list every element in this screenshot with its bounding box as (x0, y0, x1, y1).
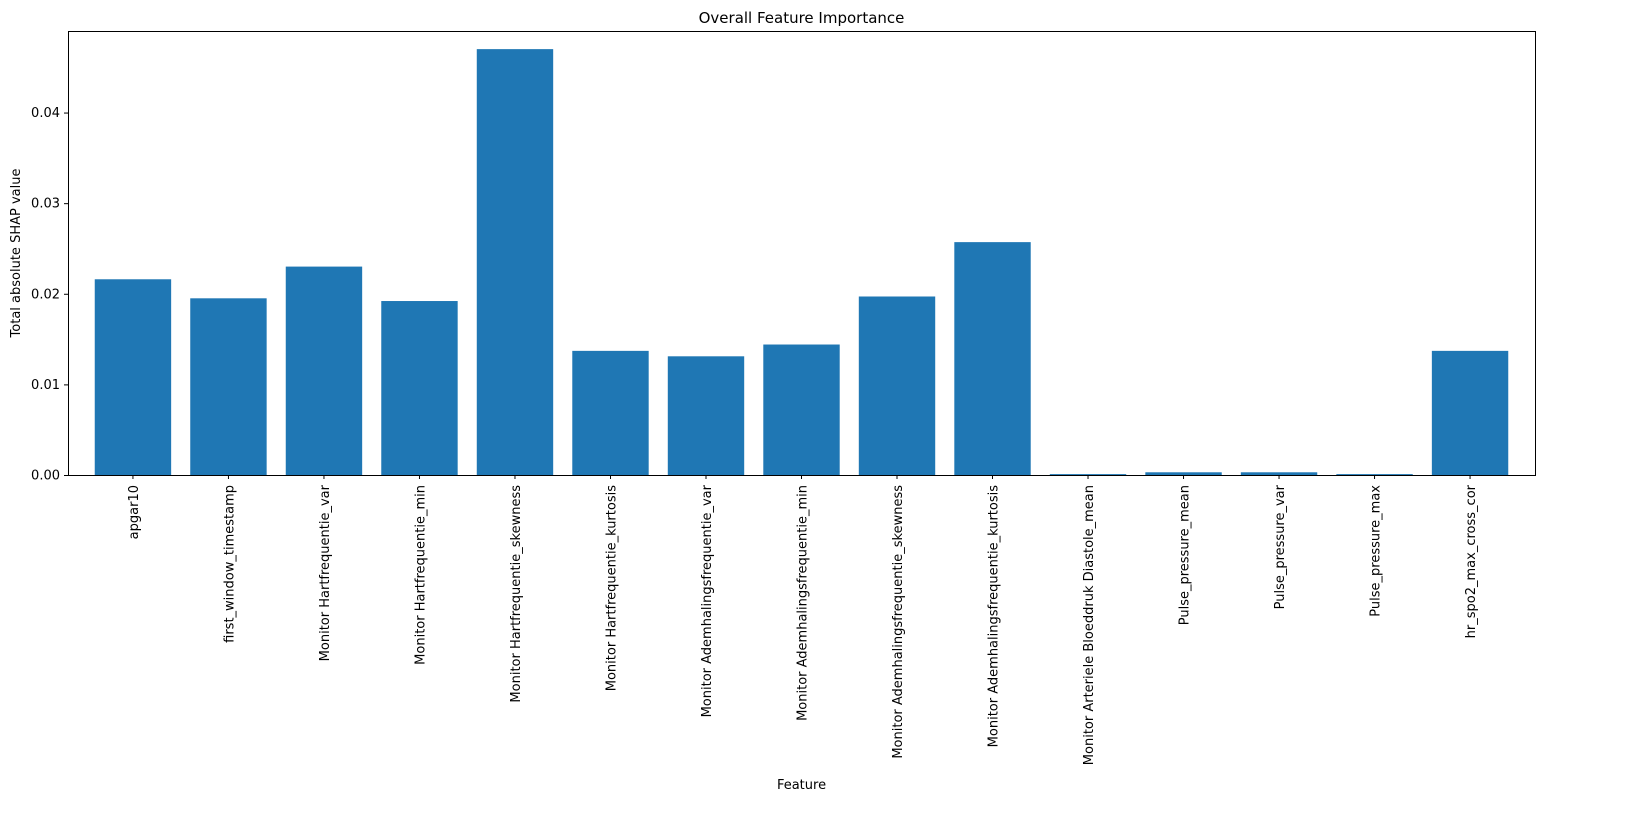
x-axis-label: Feature (777, 778, 826, 793)
y-tick-label: 0.03 (31, 197, 60, 212)
y-axis-label: Total absolute SHAP value (9, 169, 24, 339)
x-tick-label: Pulse_pressure_mean (1178, 485, 1193, 625)
x-tick-label: Monitor Ademhalingsfrequentie_skewness (891, 485, 906, 759)
x-tick-label: apgar10 (127, 485, 142, 539)
y-tick-label: 0.04 (31, 106, 60, 121)
bar (1240, 472, 1318, 475)
bar (763, 344, 840, 475)
bar (1049, 474, 1127, 475)
x-tick-label: Pulse_pressure_var (1273, 484, 1288, 609)
x-tick-label: Monitor Ademhalingsfrequentie_kurtosis (987, 485, 1002, 748)
x-tick-label: Monitor Hartfrequentie_var (318, 484, 333, 661)
bar (381, 301, 458, 475)
bar (190, 298, 267, 475)
bar (1145, 472, 1222, 475)
bar (954, 242, 1031, 475)
x-axis-ticks: apgar10 first_window_timestamp Monitor Har… (127, 475, 1479, 765)
bar (572, 350, 649, 475)
bar (858, 296, 936, 475)
bar (94, 279, 172, 475)
x-tick-label: Monitor Hartfrequentie_skewness (509, 485, 524, 703)
bar (1336, 474, 1413, 475)
bars (94, 49, 1509, 476)
x-tick-label: Monitor Hartfrequentie_min (413, 485, 428, 665)
y-tick-label: 0.01 (31, 378, 60, 393)
y-tick-label: 0.02 (31, 287, 60, 302)
x-tick-label: first_window_timestamp (222, 485, 237, 643)
plot-frame (68, 31, 1536, 476)
y-tick-label: 0.00 (31, 469, 60, 484)
x-tick-label: Pulse_pressure_max (1369, 485, 1384, 617)
bar (476, 49, 554, 476)
x-tick-label: hr_spo2_max_cross_cor (1464, 484, 1479, 638)
bar (285, 266, 363, 475)
bar (667, 356, 745, 475)
x-tick-label: Monitor Arteriele Bloeddruk Diastole_mea… (1082, 485, 1097, 765)
x-tick-label: Monitor Ademhalingsfrequentie_min (796, 485, 811, 721)
chart-title: Overall Feature Importance (699, 9, 905, 27)
y-axis-ticks: 0.00 0.01 0.02 0.03 0.04 (31, 106, 68, 484)
x-tick-label: Monitor Ademhalingsfrequentie_var (700, 484, 715, 717)
bar (1431, 350, 1509, 475)
x-tick-label: Monitor Hartfrequentie_kurtosis (604, 485, 619, 691)
